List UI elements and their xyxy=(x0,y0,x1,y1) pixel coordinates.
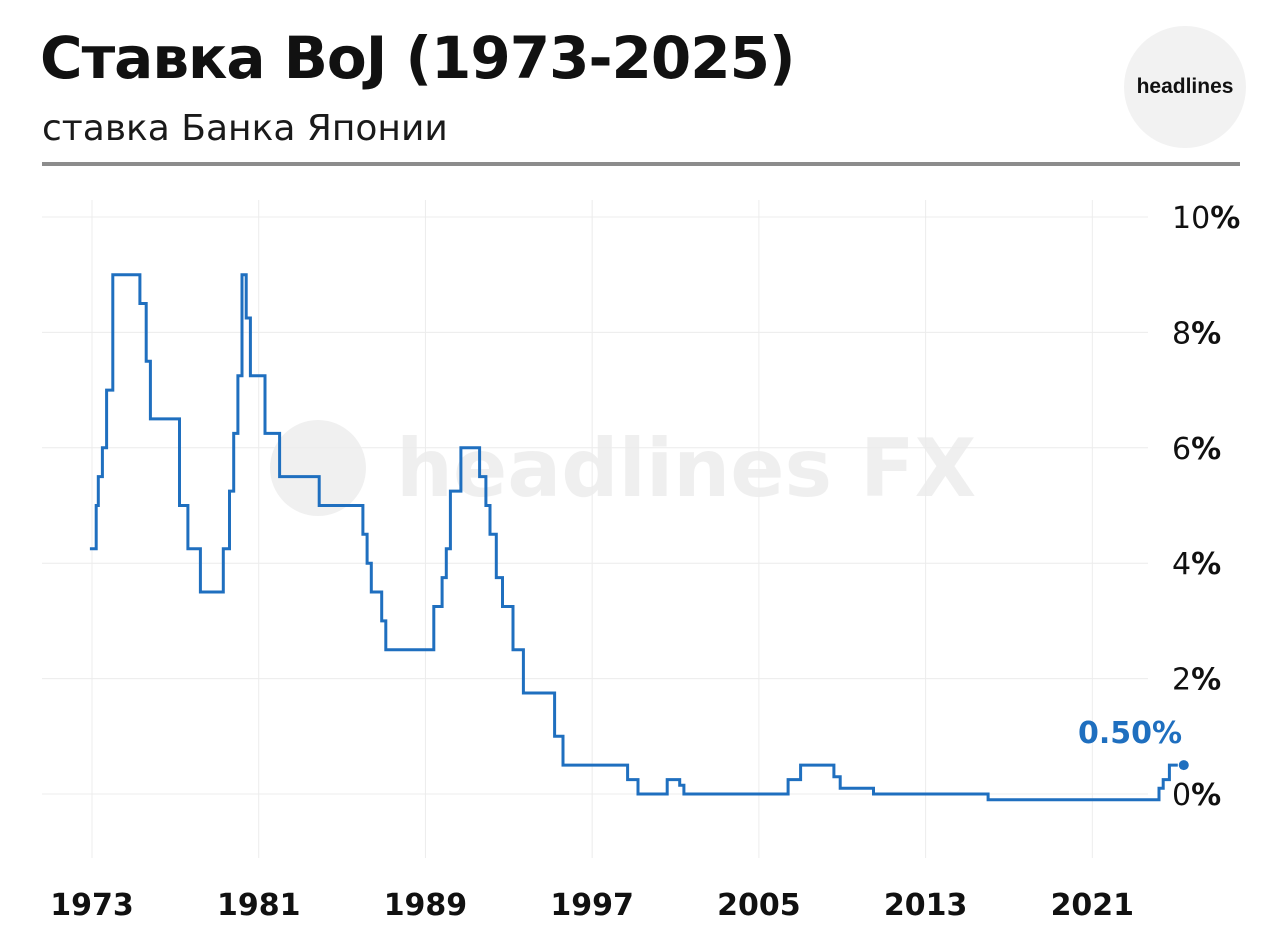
page-subtitle: ставка Банка Японии xyxy=(42,108,448,149)
chart-series-layer xyxy=(89,273,1178,802)
y-axis-ticks: 0% 2% 4% 6% 8% 10% xyxy=(1172,201,1240,813)
x-tick-label: 1981 xyxy=(217,888,301,923)
x-tick-label: 2005 xyxy=(717,888,801,923)
y-tick-label: 6% xyxy=(1172,432,1221,467)
chart-grid xyxy=(42,200,1148,858)
rate-series-line xyxy=(89,273,1178,802)
page-title: Ставка BoJ (1973-2025) xyxy=(40,24,795,92)
last-value-label: 0.50% xyxy=(1078,716,1182,751)
y-tick-label: 4% xyxy=(1172,547,1221,582)
x-tick-label: 2021 xyxy=(1051,888,1135,923)
x-tick-label: 1997 xyxy=(550,888,634,923)
last-value-marker xyxy=(1178,760,1189,771)
x-tick-label: 2013 xyxy=(884,888,968,923)
y-tick-label: 2% xyxy=(1172,663,1221,698)
y-tick-label: 10% xyxy=(1172,201,1240,236)
x-tick-label: 1973 xyxy=(50,888,134,923)
x-axis-ticks: 1973 1981 1989 1997 2005 2013 2021 xyxy=(50,888,1134,923)
brand-logo: headlines xyxy=(1124,26,1246,148)
chart-annotations: 0.50% xyxy=(1078,716,1189,771)
brand-logo-text: headlines xyxy=(1136,75,1234,98)
y-tick-label: 8% xyxy=(1172,316,1221,351)
x-tick-label: 1989 xyxy=(384,888,468,923)
y-tick-label: 0% xyxy=(1172,778,1221,813)
header-divider xyxy=(42,162,1240,166)
